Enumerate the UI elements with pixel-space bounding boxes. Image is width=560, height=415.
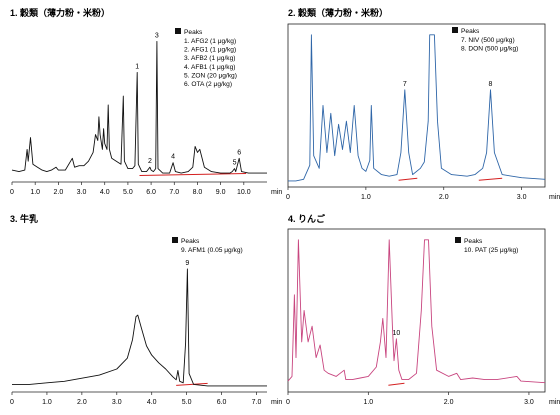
x-tick-label: 5.0 [182,399,192,406]
chart-panel-4: 4. りんご 0 1.0 2.0 3.0 min 10 Peaks 10. PAT (25 μg… [286,213,560,406]
x-tick-label: 6.0 [217,399,227,406]
plot-frame [287,228,546,393]
panel-title: 4. りんご [288,213,326,224]
x-tick-label: 1.0 [361,194,371,201]
chromatogram-trace [11,40,267,174]
x-tick-label: 2.0 [53,189,63,196]
x-tick-label: 1.0 [363,399,373,406]
x-tick-label: 7.0 [169,189,179,196]
legend-header: Peaks [464,238,483,245]
x-tick-label: 2.0 [444,399,454,406]
peak-label: 6 [237,149,241,156]
legend-marker [455,237,461,243]
x-tick-label: 1.0 [42,399,52,406]
peak-label: 4 [171,154,175,161]
legend-entry: 6. OTA (2 μg/kg) [184,81,232,88]
peak-label: 1 [135,63,139,70]
x-tick-label: 9.0 [216,189,226,196]
peak-label: 7 [403,81,407,88]
x-tick-label: 10.0 [237,189,251,196]
integration-baseline [176,382,208,386]
legend-marker [172,237,178,243]
x-tick-label: 0 [10,189,14,196]
chromatogram-trace [287,239,546,384]
legend-entry: 4. AFB1 (1 μg/kg) [184,64,235,71]
x-tick-label: 4.0 [100,189,110,196]
x-tick-label: 2.0 [439,194,449,201]
peak-label: 9 [185,260,189,267]
x-tick-label: 2.0 [77,399,87,406]
x-tick-label: 3.0 [517,194,527,201]
legend-entry: 2. AFG1 (1 μg/kg) [184,47,236,54]
legend-entry: 1. AFG2 (1 μg/kg) [184,38,236,45]
integration-baseline [398,177,418,181]
x-tick-label: 6.0 [146,189,156,196]
peak-label: 5 [233,160,237,167]
x-tick-label: 3.0 [77,189,87,196]
x-tick-label: 3.0 [524,399,534,406]
chart-panel-1: 1. 穀類（薄力粉・米粉） 0 1.0 2.0 3.0 4.0 5.0 6.0 7.0 8.0 9.… [10,7,282,196]
legend-header: Peaks [461,28,480,35]
legend-header: Peaks [184,29,203,36]
legend-marker [175,28,181,34]
panel-title: 3. 牛乳 [10,213,38,224]
chromatogram-trace [12,268,267,387]
x-tick-label: 3.0 [112,399,122,406]
x-tick-label: 8.0 [193,189,203,196]
chart-panel-3: 3. 牛乳 0 1.0 2.0 3.0 4.0 5.0 6.0 7.0 min 9 Peaks 9. A… [10,213,282,406]
x-tick-label: 7.0 [252,399,262,406]
legend-entry: 10. PAT (25 μg/kg) [464,247,518,254]
peak-label: 3 [155,32,159,39]
x-tick-label: 0 [286,194,290,201]
peak-label: 10 [393,330,401,337]
x-tick-label: 4.0 [147,399,157,406]
x-axis-label: min [549,399,560,406]
legend-entry: 8. DON (500 μg/kg) [461,46,518,53]
legend-entry: 5. ZON (20 μg/kg) [184,72,237,79]
legend-entry: 3. AFB2 (1 μg/kg) [184,55,235,62]
x-tick-label: 0 [10,399,14,406]
chromatogram-trace [288,34,546,182]
panel-title: 2. 穀類（薄力粉・米粉） [288,7,388,18]
x-tick-label: 5.0 [123,189,133,196]
x-axis-label: min [549,194,560,201]
x-tick-label: 1.0 [30,189,40,196]
legend-entry: 9. AFM1 (0.05 μg/kg) [181,247,243,254]
plot-frame [287,23,546,188]
integration-baseline [139,173,247,177]
x-axis-label: min [271,399,282,406]
peak-label: 8 [489,81,493,88]
legend-header: Peaks [181,238,200,245]
legend-entry: 7. NIV (500 μg/kg) [461,37,515,44]
legend-marker [452,27,458,33]
x-tick-label: 0 [286,399,290,406]
peak-label: 2 [148,158,152,165]
panel-title: 1. 穀類（薄力粉・米粉） [10,7,110,18]
integration-baseline [388,382,405,386]
chart-panel-2: 2. 穀類（薄力粉・米粉） 0 1.0 2.0 3.0 min 7 8 Peaks 7. NIV … [286,7,560,201]
x-axis-label: min [271,189,282,196]
integration-baseline [478,177,503,181]
